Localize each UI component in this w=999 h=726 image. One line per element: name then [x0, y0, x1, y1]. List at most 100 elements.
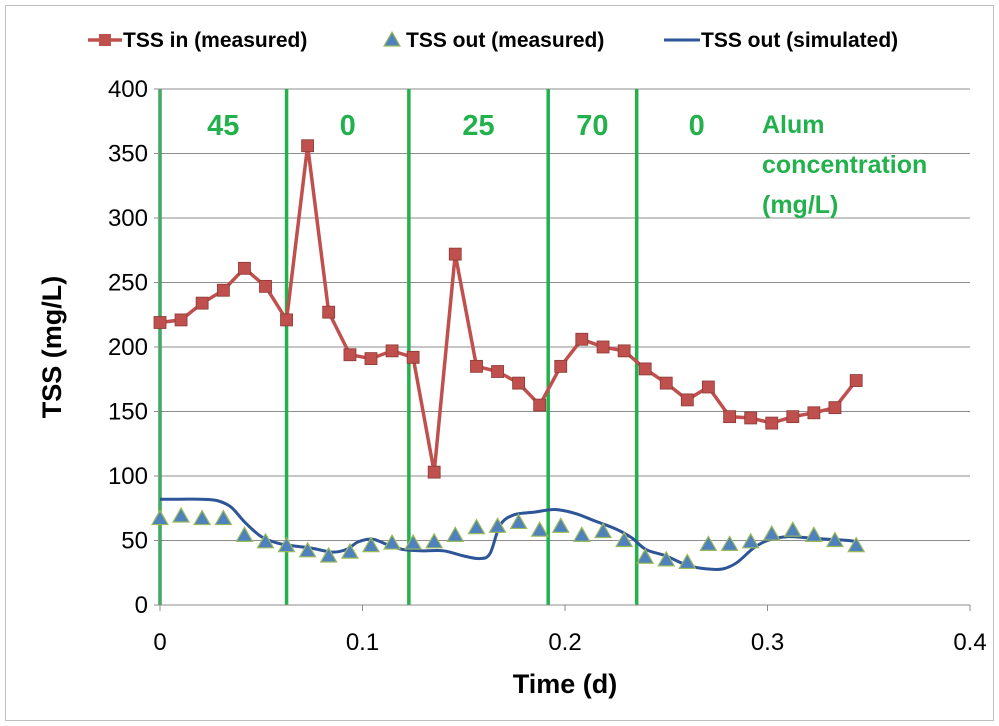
data-point-tss-in — [849, 374, 863, 387]
series-line-tss-in — [159, 145, 858, 473]
data-point-tss-out — [467, 518, 486, 535]
data-point-tss-in — [216, 283, 230, 297]
series-line-tss-out-simulated — [160, 497, 857, 572]
data-point-tss-out — [361, 536, 381, 553]
data-point-tss-out — [172, 506, 191, 523]
alum-concentration-label: 0 — [689, 110, 705, 142]
data-point-tss-out — [572, 526, 591, 542]
data-point-tss-out — [425, 532, 444, 549]
legend-label-tss-in: TSS in (measured) — [123, 29, 307, 52]
data-point-tss-in — [174, 313, 188, 327]
data-point-tss-in — [491, 365, 504, 378]
y-tick-label: 300 — [108, 205, 148, 232]
data-point-tss-in — [701, 380, 715, 394]
y-tick-label: 100 — [108, 463, 148, 490]
labels: 45 0 25 70 0 Alum concentration (mg/L) — [207, 110, 927, 219]
alum-concentration-label: 25 — [462, 110, 494, 142]
legend-label-tss-out-simulated: TSS out (simulated) — [701, 29, 898, 52]
data-point-tss-in — [617, 344, 631, 358]
data-point-tss-out — [298, 541, 317, 558]
data-point-tss-in — [364, 352, 378, 366]
data-point-tss-in — [596, 340, 610, 354]
data-point-tss-in — [153, 316, 167, 329]
data-point-tss-in — [744, 411, 758, 425]
data-point-tss-out — [615, 531, 634, 548]
data-point-tss-out — [825, 531, 844, 548]
data-point-tss-out — [804, 526, 823, 542]
data-point-tss-out — [847, 536, 866, 553]
x-axis-title: Time (d) — [513, 669, 618, 699]
data-point-tss-out — [678, 553, 697, 570]
data-point-tss-in — [301, 139, 315, 153]
data-point-tss-in — [385, 344, 399, 358]
data-point-tss-out — [636, 548, 655, 564]
data-point-tss-out — [657, 550, 676, 567]
data-point-tss-in — [765, 416, 779, 430]
y-tick-label: 200 — [108, 334, 148, 361]
data-point-tss-out — [509, 513, 528, 530]
data-point-tss-out — [720, 535, 739, 551]
data-point-tss-in — [427, 465, 441, 479]
y-tick-label: 350 — [108, 141, 148, 168]
data-point-tss-out — [277, 536, 296, 553]
data-point-tss-in — [723, 410, 737, 424]
data-point-tss-out — [150, 509, 170, 526]
x-tick-label: 0.1 — [346, 629, 379, 656]
legend-label-tss-out-measured: TSS out (measured) — [406, 29, 604, 52]
x-tick-label: 0 — [153, 629, 166, 656]
data-point-tss-out — [319, 546, 338, 563]
y-tick-label: 250 — [108, 270, 148, 297]
data-point-tss-in — [554, 359, 568, 373]
x-tick-label: 0.3 — [751, 629, 784, 656]
data-point-tss-out — [193, 509, 212, 526]
alum-note-line: Alum — [762, 111, 825, 139]
y-tick-label: 50 — [121, 528, 148, 555]
y-axis-title: TSS (mg/L) — [37, 276, 67, 419]
data-point-tss-in — [259, 279, 272, 293]
legend-marker-tss-out-measured — [382, 30, 402, 47]
y-tick-label: 150 — [108, 399, 148, 426]
x-tick-label: 0.4 — [953, 629, 986, 656]
chart-frame — [5, 5, 994, 721]
data-point-tss-out — [762, 524, 781, 541]
legend: TSS in (measured) TSS out (measured) TSS o… — [88, 29, 898, 52]
alum-note-line: (mg/L) — [762, 191, 838, 219]
data-point-tss-out — [699, 535, 718, 551]
data-point-tss-out — [404, 533, 423, 550]
alum-concentration-label: 0 — [340, 110, 356, 142]
data-point-tss-out — [214, 509, 233, 526]
data-point-tss-out — [235, 526, 254, 542]
data-point-tss-in — [807, 406, 821, 420]
data-point-tss-in — [828, 401, 842, 415]
x-tick-label: 0.2 — [548, 629, 581, 656]
data-point-tss-in — [786, 410, 800, 424]
alum-note-line: concentration — [762, 151, 927, 179]
data-point-tss-in — [195, 296, 209, 310]
data-point-tss-in — [470, 359, 483, 373]
alum-concentration-label: 45 — [207, 110, 239, 142]
data-point-tss-in — [575, 332, 589, 346]
y-tick-label: 0 — [135, 592, 148, 619]
data-point-tss-out — [488, 517, 507, 533]
alum-concentration-label: 70 — [576, 110, 608, 142]
data-point-tss-in — [343, 348, 357, 362]
data-point-tss-in — [322, 305, 336, 319]
data-point-tss-out — [383, 533, 402, 550]
data-point-tss-out — [530, 520, 549, 537]
series-layer — [150, 139, 866, 572]
data-point-tss-out — [340, 542, 359, 559]
data-point-tss-out — [594, 522, 613, 539]
data-point-tss-out — [446, 526, 465, 542]
data-point-tss-out — [551, 517, 570, 533]
data-point-tss-out — [783, 520, 802, 537]
data-point-tss-in — [280, 313, 293, 327]
legend-marker-tss-in — [99, 34, 111, 46]
data-point-tss-out — [741, 532, 760, 549]
data-point-tss-in — [680, 393, 694, 407]
data-point-tss-in — [406, 350, 420, 364]
data-point-tss-in — [448, 247, 462, 261]
data-point-tss-out — [256, 532, 275, 549]
data-point-tss-in — [533, 398, 547, 412]
